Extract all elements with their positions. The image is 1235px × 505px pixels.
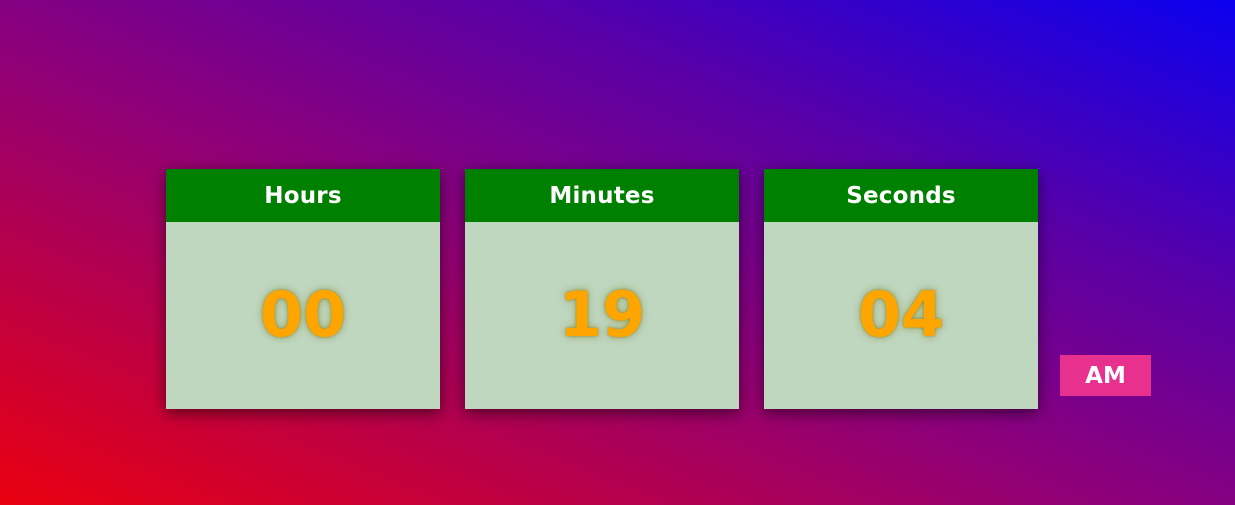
seconds-value: 04 xyxy=(857,278,945,351)
minutes-value: 19 xyxy=(558,278,646,351)
seconds-card: Seconds 04 xyxy=(764,169,1038,409)
minutes-card: Minutes 19 xyxy=(465,169,739,409)
am-pm-badge: AM xyxy=(1060,355,1151,396)
minutes-label: Minutes xyxy=(465,169,739,222)
hours-card: Hours 00 xyxy=(166,169,440,409)
hours-label: Hours xyxy=(166,169,440,222)
hours-value: 00 xyxy=(259,278,347,351)
seconds-label: Seconds xyxy=(764,169,1038,222)
